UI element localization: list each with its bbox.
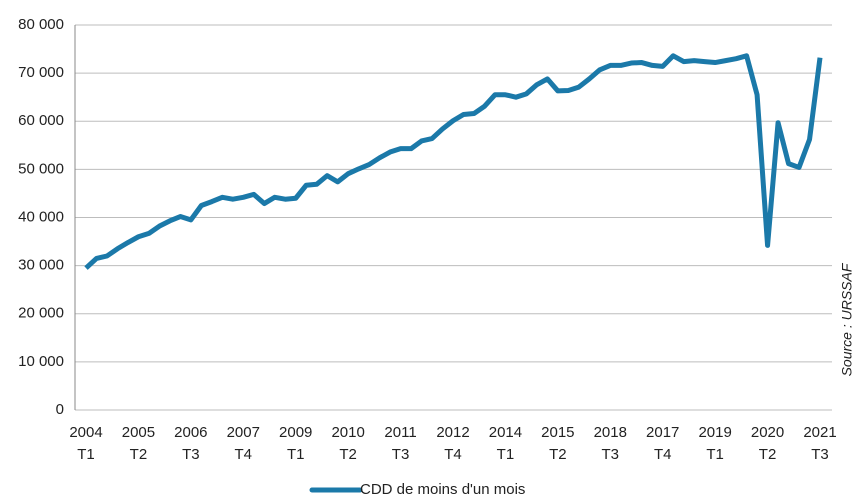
x-tick-label: 2006 T3 [174,424,208,463]
series-line [84,53,823,270]
x-tick-label: 2017 T4 [646,424,680,463]
x-tick-label: 2009 T1 [279,424,313,463]
x-tick-label: 2010 T2 [331,424,365,463]
y-tick-label: 50 000 [18,160,64,177]
y-tick-label: 80 000 [18,16,64,33]
y-tick-label: 40 000 [18,208,64,225]
x-tick-label: 2018 T3 [593,424,627,463]
x-tick-label: 2020 T2 [750,424,785,463]
x-tick-label: 2014 T1 [488,424,523,463]
y-tick-label: 10 000 [18,353,64,370]
source-note: Source : URSSAF [839,262,855,376]
legend-label: CDD de moins d'un mois [360,481,525,498]
y-tick-label: 0 [56,401,64,418]
y-tick-label: 20 000 [18,305,64,322]
x-tick-label: 2012 T4 [436,424,470,463]
x-tick-label: 2004 T1 [69,424,103,463]
y-tick-label: 70 000 [18,64,64,81]
x-tick-label: 2015 T2 [541,424,575,463]
y-tick-label: 60 000 [18,112,64,129]
x-tick-label: 2021 T3 [803,424,837,463]
x-tick-label: 2011 T3 [384,424,417,463]
x-tick-label: 2007 T4 [226,424,260,463]
x-tick-label: 2019 T1 [698,424,732,463]
x-tick-label: 2005 T2 [121,424,156,463]
y-tick-label: 30 000 [18,257,64,274]
